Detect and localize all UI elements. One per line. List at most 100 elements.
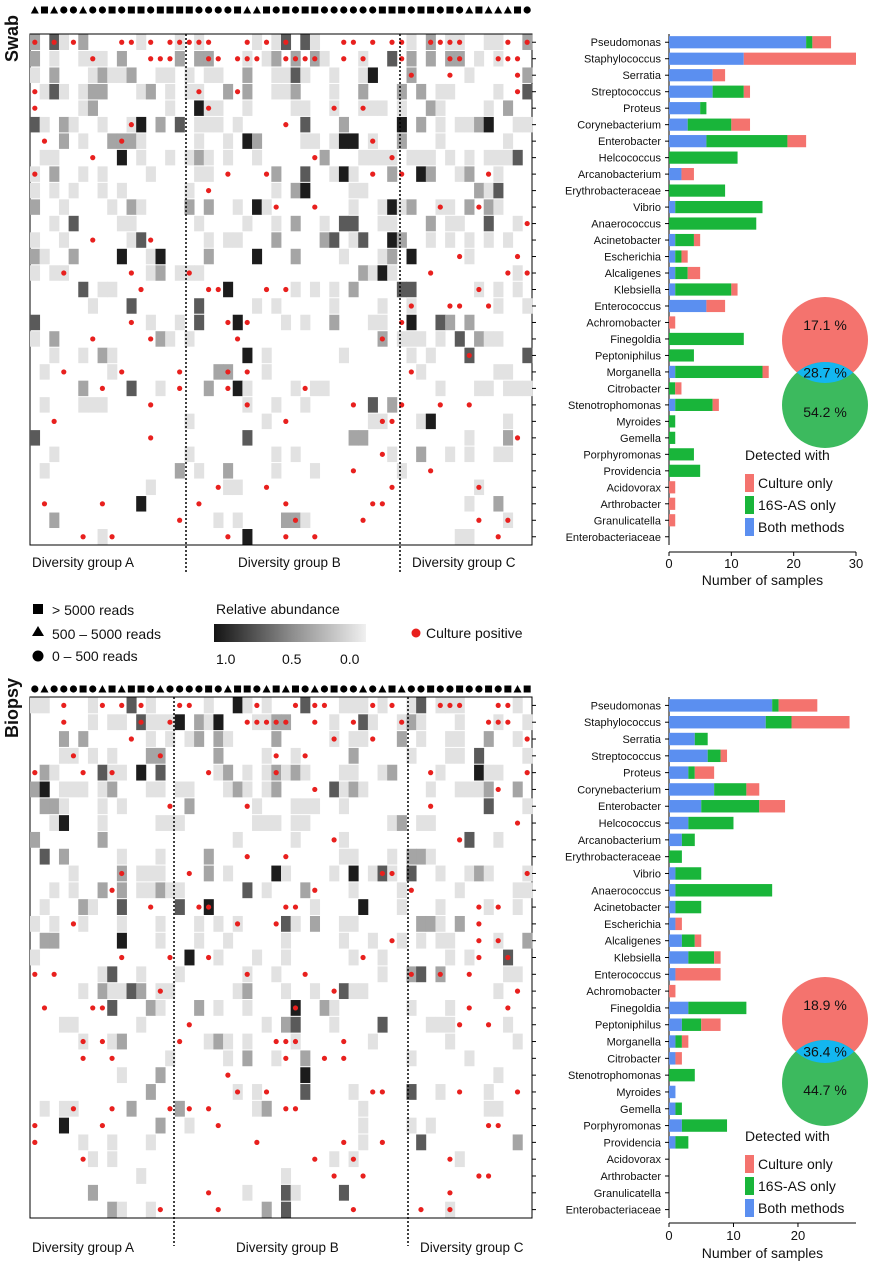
legend-both-methods-swatch xyxy=(745,1199,754,1217)
heatmap-cell xyxy=(49,815,60,831)
culture-dot xyxy=(350,468,357,474)
sample-marker-circle xyxy=(359,6,367,14)
heatmap-cell xyxy=(435,915,446,932)
heatmap-cell xyxy=(329,1151,340,1168)
culture-dot xyxy=(283,286,289,293)
culture-dot xyxy=(447,1190,453,1196)
heatmap-cell xyxy=(406,1000,417,1016)
culture-dot xyxy=(485,1122,492,1129)
culture-dot xyxy=(225,319,231,326)
culture-dot xyxy=(215,1206,221,1213)
heatmap-cell xyxy=(242,697,253,714)
heatmap-cell xyxy=(78,133,89,149)
diversity-group-label: Diversity group B xyxy=(236,1240,339,1255)
culture-dot xyxy=(495,1122,501,1129)
culture-dot xyxy=(312,702,318,709)
heatmap-cell xyxy=(358,149,369,166)
heatmap-cell xyxy=(300,34,311,50)
heatmap-cell xyxy=(290,281,301,298)
genus-label: Enterococcus xyxy=(594,301,661,313)
sample-marker-circle xyxy=(60,6,68,14)
heatmap-cell xyxy=(155,380,166,397)
heatmap-cell xyxy=(97,281,108,298)
heatmap-cell xyxy=(474,865,485,882)
heatmap-cell xyxy=(377,100,388,116)
heatmap-cell xyxy=(97,831,108,848)
heatmap-cell xyxy=(174,50,185,67)
heatmap-cell xyxy=(493,1100,504,1117)
sample-marker-circle xyxy=(214,685,222,693)
heatmap-cell xyxy=(242,882,253,899)
heatmap-cell xyxy=(290,182,301,199)
heatmap-cell xyxy=(435,764,446,781)
scale-tick-0-5: 0.5 xyxy=(282,651,302,667)
heatmap-cell xyxy=(396,463,407,479)
heatmap-cell xyxy=(425,166,436,182)
bar-16s-only xyxy=(706,135,788,148)
heatmap-cell xyxy=(155,248,166,265)
genus-label: Arthrobacter xyxy=(600,1171,661,1183)
heatmap-cell xyxy=(406,1050,417,1067)
bar-16s-only xyxy=(681,934,695,947)
heatmap-cell xyxy=(107,281,118,298)
heatmap-cell xyxy=(87,1151,98,1168)
sample-marker-circle xyxy=(436,685,444,693)
heatmap-cell xyxy=(136,149,147,166)
culture-dot xyxy=(283,418,289,424)
culture-dot xyxy=(244,854,250,860)
culture-dot xyxy=(495,702,501,709)
sample-marker-triangle xyxy=(98,685,107,693)
heatmap-cell xyxy=(68,116,79,133)
heatmap-cell xyxy=(281,67,292,83)
heatmap-cell xyxy=(126,199,137,215)
culture-dot xyxy=(524,270,530,276)
heatmap-cell xyxy=(377,949,388,966)
heatmap-cell xyxy=(252,248,263,265)
culture-dot xyxy=(32,89,38,95)
bar-16s-only xyxy=(681,833,695,847)
heatmap-cell xyxy=(445,1033,456,1050)
sample-marker-triangle xyxy=(223,685,232,693)
legend-both-methods-swatch xyxy=(745,518,754,536)
heatmap-cell xyxy=(145,714,156,731)
heatmap-cell xyxy=(242,215,253,232)
heatmap-cell xyxy=(445,1016,456,1033)
culture-dot xyxy=(157,988,163,994)
sample-marker-triangle xyxy=(243,6,252,14)
heatmap-cell xyxy=(203,697,214,714)
swab-panel: Swab Diversity group A Diversity group B Di… xyxy=(2,6,868,588)
heatmap-cell xyxy=(203,199,214,215)
heatmap-cell xyxy=(464,232,475,248)
heatmap-cell xyxy=(97,83,108,100)
sample-marker-square xyxy=(263,6,271,14)
heatmap-cell xyxy=(107,1000,118,1016)
heatmap-cell xyxy=(107,347,118,364)
heatmap-cell xyxy=(145,1084,156,1100)
heatmap-cell xyxy=(387,397,398,413)
culture-dot xyxy=(514,435,521,441)
sample-marker-square xyxy=(330,685,338,693)
sample-marker-square xyxy=(514,6,522,14)
x-tick-label: 20 xyxy=(786,556,800,571)
culture-dot xyxy=(80,534,86,540)
bar-both-methods xyxy=(669,118,688,131)
heatmap-cell xyxy=(319,1000,330,1016)
bar-16s-only xyxy=(669,850,682,863)
culture-dot xyxy=(312,534,318,540)
bar-16s-only xyxy=(669,332,744,346)
culture-dot xyxy=(437,204,443,210)
heatmap-cell xyxy=(512,149,523,166)
culture-dot xyxy=(408,303,414,309)
heatmap-cell xyxy=(136,34,147,50)
heatmap-cell xyxy=(348,949,359,966)
heatmap-cell xyxy=(329,83,340,100)
heatmap-cell xyxy=(367,265,378,281)
heatmap-cell xyxy=(416,714,427,731)
heatmap-cell xyxy=(425,149,436,166)
culture-dot xyxy=(485,719,492,725)
sample-marker-square xyxy=(388,6,396,14)
heatmap-cell xyxy=(87,714,98,731)
heatmap-cell xyxy=(348,1084,359,1100)
heatmap-cell xyxy=(271,865,282,882)
heatmap-cell xyxy=(271,731,282,747)
